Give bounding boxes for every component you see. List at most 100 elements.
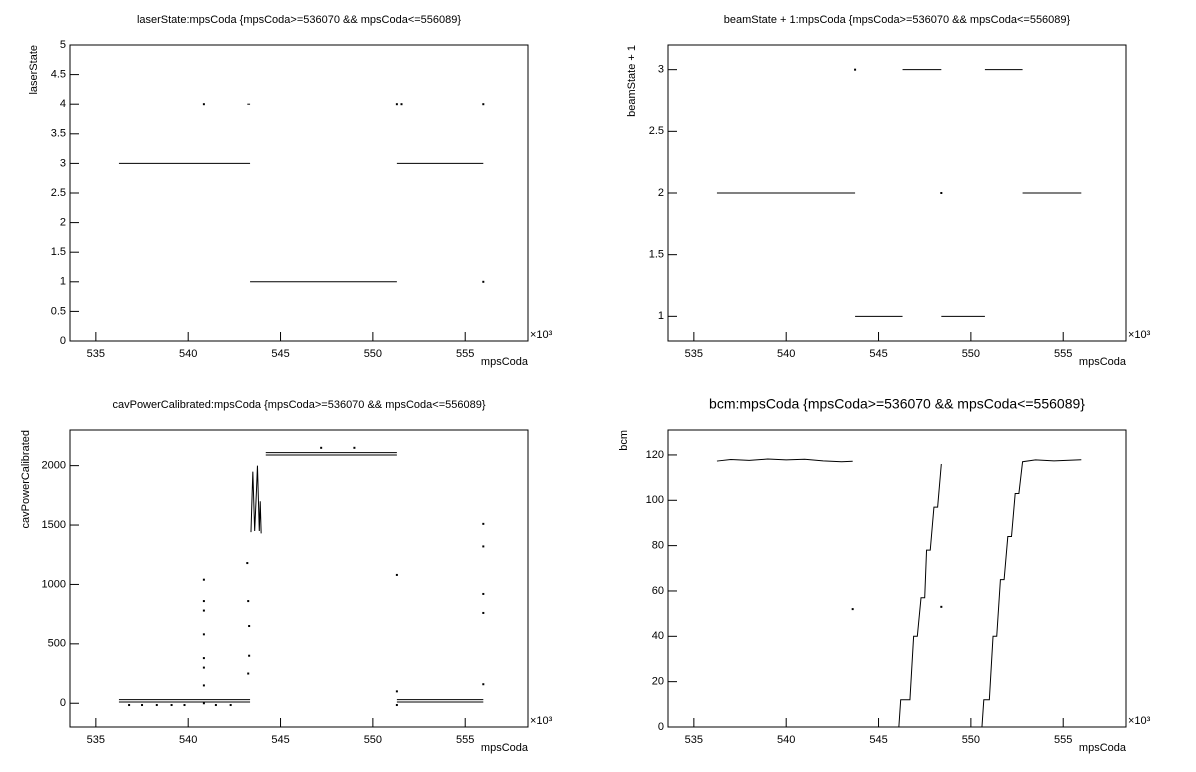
y-tick-label: 0 xyxy=(658,721,664,733)
y-tick-label: 2.5 xyxy=(51,187,66,199)
data-point xyxy=(395,103,398,106)
y-tick-label: 3 xyxy=(60,157,66,169)
x-tick-label: 540 xyxy=(179,348,197,360)
data-point xyxy=(482,611,485,614)
y-tick-label: 0.5 xyxy=(51,305,66,317)
y-tick-label: 4 xyxy=(60,98,66,110)
data-point xyxy=(214,704,217,707)
x-tick-label: 540 xyxy=(777,348,795,360)
data-point xyxy=(141,704,144,707)
data-point xyxy=(940,192,943,194)
y-tick-label: 80 xyxy=(652,540,664,552)
data-point xyxy=(202,633,205,636)
plot-frame xyxy=(667,429,1127,728)
chart-title: bcm:mpsCoda {mpsCoda>=536070 && mpsCoda<… xyxy=(709,396,1085,412)
data-point xyxy=(395,704,398,707)
y-tick-label: 60 xyxy=(652,585,664,597)
y-tick-label: 2 xyxy=(658,187,664,199)
x-multiplier: ×10³ xyxy=(530,329,553,341)
x-tick-label: 535 xyxy=(87,734,105,746)
y-tick-label: 1500 xyxy=(42,519,66,531)
y-tick-label: 3 xyxy=(658,64,664,76)
data-point xyxy=(202,103,205,106)
chart-panel: bcm:mpsCoda {mpsCoda>=536070 && mpsCoda<… xyxy=(618,396,1151,754)
data-point xyxy=(202,600,205,603)
x-tick-label: 550 xyxy=(364,734,382,746)
y-axis-label: bcm xyxy=(618,430,630,451)
data-point xyxy=(482,592,485,595)
plot-frame xyxy=(69,429,529,728)
y-tick-label: 500 xyxy=(48,638,66,650)
data-point xyxy=(482,683,485,686)
data-point xyxy=(482,545,485,548)
x-tick-label: 535 xyxy=(685,348,703,360)
y-tick-label: 5 xyxy=(60,39,66,51)
x-tick-label: 555 xyxy=(1054,734,1072,746)
data-point xyxy=(202,702,205,705)
x-tick-label: 535 xyxy=(685,734,703,746)
y-tick-label: 2000 xyxy=(42,460,66,472)
data-point xyxy=(248,625,251,628)
data-point xyxy=(395,690,398,693)
x-tick-label: 535 xyxy=(87,348,105,360)
chart-title: beamState + 1:mpsCoda {mpsCoda>=536070 &… xyxy=(724,14,1071,26)
data-line xyxy=(250,465,262,534)
x-tick-label: 545 xyxy=(869,734,887,746)
chart-panel: beamState + 1:mpsCoda {mpsCoda>=536070 &… xyxy=(626,14,1151,368)
data-point xyxy=(482,103,485,106)
y-tick-label: 2.5 xyxy=(649,125,664,137)
data-point xyxy=(320,446,323,449)
data-point xyxy=(400,103,403,106)
x-tick-label: 550 xyxy=(962,734,980,746)
y-tick-label: 0 xyxy=(60,335,66,347)
x-tick-label: 550 xyxy=(364,348,382,360)
data-point xyxy=(247,672,250,675)
data-line xyxy=(716,458,853,463)
data-line xyxy=(981,459,1082,728)
data-point xyxy=(170,704,173,707)
data-point xyxy=(202,657,205,660)
data-point xyxy=(183,704,186,707)
data-point xyxy=(155,704,158,707)
data-point xyxy=(482,522,485,525)
y-tick-label: 4.5 xyxy=(51,69,66,81)
data-point xyxy=(246,562,249,565)
x-tick-label: 540 xyxy=(179,734,197,746)
y-tick-label: 120 xyxy=(646,449,664,461)
chart-panel: laserState:mpsCoda {mpsCoda>=536070 && m… xyxy=(28,14,553,368)
data-point xyxy=(353,446,356,449)
plot-frame xyxy=(69,44,529,342)
data-point xyxy=(229,704,232,707)
data-point xyxy=(482,280,485,283)
y-axis-label: laserState xyxy=(28,45,40,95)
x-tick-label: 545 xyxy=(271,734,289,746)
y-tick-label: 1.5 xyxy=(51,246,66,258)
y-axis-label: beamState + 1 xyxy=(626,45,638,117)
y-tick-label: 0 xyxy=(60,697,66,709)
x-multiplier: ×10³ xyxy=(1128,329,1151,341)
y-tick-label: 1 xyxy=(658,310,664,322)
data-point xyxy=(247,600,250,603)
x-tick-label: 555 xyxy=(456,734,474,746)
x-multiplier: ×10³ xyxy=(1128,715,1151,727)
x-axis-label: mpsCoda xyxy=(481,356,529,368)
data-point xyxy=(248,654,251,657)
data-point xyxy=(854,68,857,71)
y-tick-label: 20 xyxy=(652,676,664,688)
data-point xyxy=(940,605,943,608)
chart-title: laserState:mpsCoda {mpsCoda>=536070 && m… xyxy=(137,14,461,26)
chart-title: cavPowerCalibrated:mpsCoda {mpsCoda>=536… xyxy=(112,399,485,411)
x-tick-label: 555 xyxy=(1054,348,1072,360)
x-tick-label: 555 xyxy=(456,348,474,360)
y-axis-label: cavPowerCalibrated xyxy=(20,430,32,528)
x-axis-label: mpsCoda xyxy=(481,742,529,754)
x-axis-label: mpsCoda xyxy=(1079,742,1127,754)
data-point xyxy=(202,578,205,581)
y-tick-label: 100 xyxy=(646,494,664,506)
x-multiplier: ×10³ xyxy=(530,715,553,727)
data-point xyxy=(395,573,398,576)
y-tick-label: 2 xyxy=(60,217,66,229)
x-axis-label: mpsCoda xyxy=(1079,356,1127,368)
data-point xyxy=(128,704,131,707)
